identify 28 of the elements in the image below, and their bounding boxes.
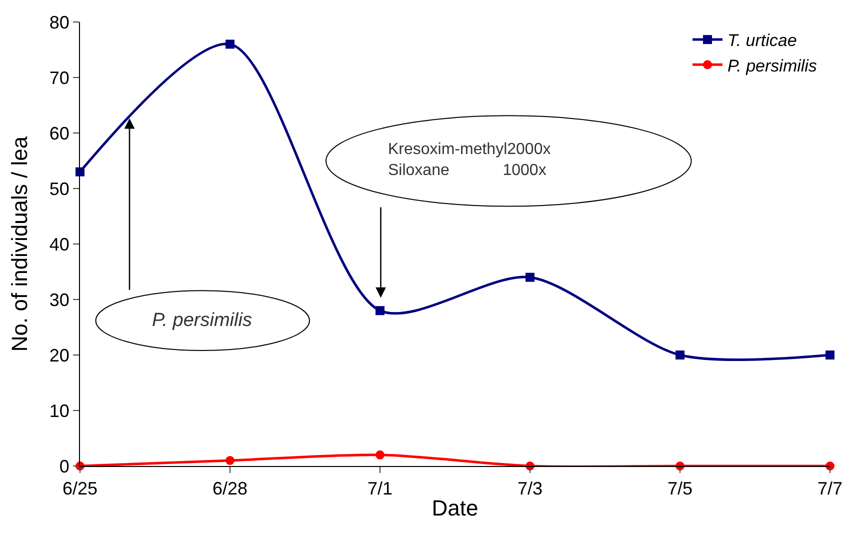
y-tick-label: 0 <box>59 456 70 476</box>
legend-label: T. urticae <box>728 31 797 50</box>
y-tick-label: 40 <box>49 234 70 254</box>
y-tick-label: 10 <box>49 400 70 421</box>
y-tick-label: 20 <box>49 345 70 366</box>
point <box>676 350 684 360</box>
point <box>226 40 234 49</box>
point <box>526 272 534 282</box>
point <box>826 350 834 360</box>
annotation: P. persimilis <box>152 310 252 331</box>
point <box>226 456 234 465</box>
y-tick-label: 60 <box>49 123 70 144</box>
y-tick-label: 30 <box>49 290 70 310</box>
x-tick-label: 6/25 <box>62 478 98 499</box>
y-tick-label: 70 <box>49 68 70 88</box>
point <box>376 450 384 460</box>
x-tick-label: 7/7 <box>817 478 843 499</box>
annotation: Kresoxim-methyl2000x Siloxane 1000x <box>388 141 551 179</box>
legend-label: P. persimilis <box>728 56 818 76</box>
y-axis-title: No. of individuals / lea <box>7 136 32 352</box>
x-tick-label: 7/5 <box>667 478 693 499</box>
x-tick-label: 7/3 <box>517 478 543 499</box>
x-axis-title: Date <box>432 496 478 520</box>
y-tick-label: 80 <box>49 12 70 32</box>
x-tick-label: 6/28 <box>212 478 248 499</box>
point <box>376 306 384 316</box>
x-tick-label: 7/1 <box>367 478 393 499</box>
y-tick-label: 50 <box>49 178 70 199</box>
